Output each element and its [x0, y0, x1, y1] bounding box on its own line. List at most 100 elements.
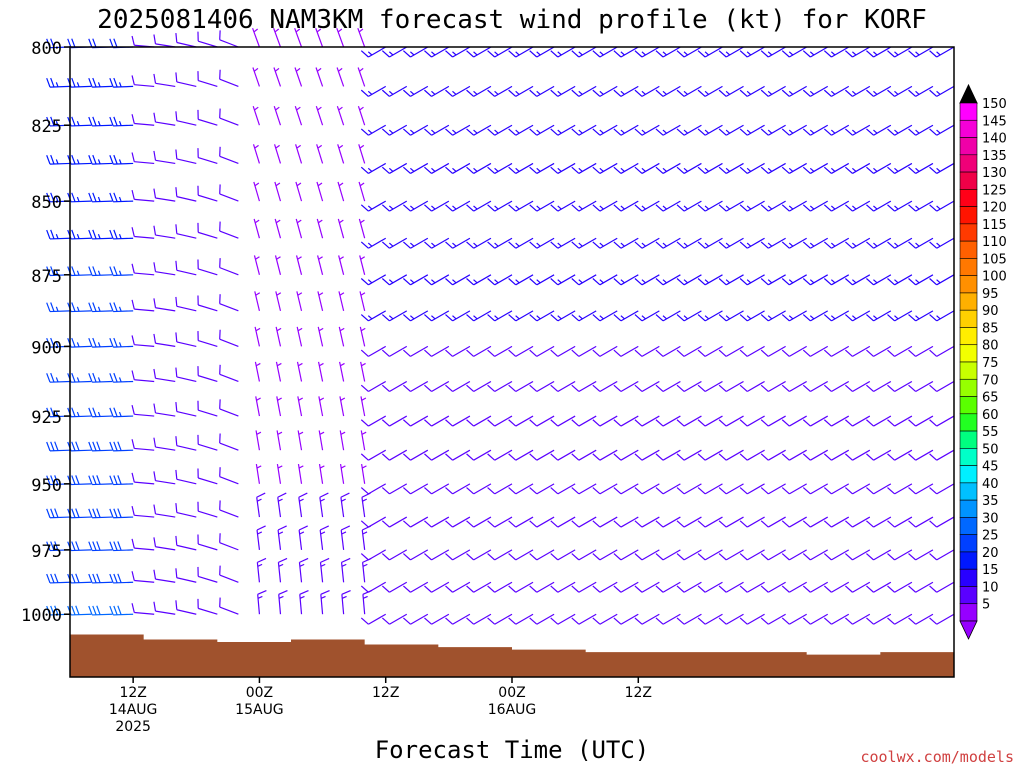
- barb-feather: [781, 617, 790, 625]
- barb-feather: [131, 404, 135, 415]
- barb-half-feather: [97, 411, 101, 417]
- wind-barb: [550, 613, 576, 625]
- barb-feather: [487, 204, 496, 212]
- wind-barb: [739, 124, 765, 136]
- barb-shaft: [92, 85, 113, 88]
- barb-shaft: [273, 106, 282, 126]
- wind-barb: [197, 295, 218, 312]
- wind-barb: [887, 483, 913, 495]
- barb-half-feather: [297, 256, 302, 260]
- barb-half-feather: [515, 315, 520, 320]
- barb-half-feather: [410, 205, 415, 210]
- wind-barb: [278, 589, 288, 615]
- barb-feather: [781, 128, 790, 136]
- barb-half-feather: [254, 106, 259, 111]
- wind-barb: [381, 345, 408, 357]
- barb-shaft: [620, 549, 639, 561]
- barb-shaft: [368, 162, 387, 174]
- barb-feather: [445, 585, 453, 593]
- barb-feather: [88, 38, 93, 48]
- barb-feather: [613, 487, 622, 495]
- barb-shaft: [852, 415, 871, 427]
- barb-shaft: [113, 162, 134, 165]
- barb-feather: [381, 128, 390, 136]
- barb-feather: [718, 278, 727, 286]
- wind-barb: [424, 162, 450, 174]
- barb-shaft: [620, 449, 639, 461]
- barb-feather: [550, 419, 559, 427]
- barb-half-feather: [788, 279, 794, 284]
- barb-shaft: [789, 516, 807, 528]
- wind-barb: [109, 605, 134, 616]
- wind-barb: [571, 613, 597, 625]
- barb-feather: [887, 314, 895, 322]
- barb-half-feather: [809, 315, 815, 320]
- barb-feather: [402, 520, 411, 528]
- wind-barb: [929, 85, 955, 97]
- barb-shaft: [536, 380, 555, 392]
- barb-half-feather: [298, 362, 303, 367]
- colorbar-swatch: [959, 378, 978, 397]
- wind-barb: [445, 483, 471, 495]
- barb-feather: [718, 204, 727, 212]
- barb-shaft: [873, 345, 892, 357]
- wind-barb: [381, 549, 408, 561]
- barb-feather: [113, 192, 118, 202]
- barb-shaft: [662, 345, 681, 357]
- barb-shaft: [725, 46, 744, 58]
- colorbar-label: 105: [982, 252, 1007, 267]
- wind-barb: [613, 483, 639, 495]
- barb-feather: [908, 585, 917, 593]
- barb-half-feather: [473, 90, 478, 95]
- wind-barb: [887, 237, 913, 249]
- barb-shaft: [92, 613, 113, 616]
- barb-feather: [50, 229, 55, 239]
- barb-shaft: [536, 581, 555, 593]
- barb-feather: [113, 38, 118, 48]
- barb-feather: [781, 585, 790, 593]
- barb-shaft: [683, 415, 702, 427]
- wind-barb: [908, 581, 934, 593]
- wind-barb: [320, 589, 330, 615]
- barb-feather: [360, 166, 369, 174]
- wind-barb: [655, 46, 681, 58]
- barb-feather: [92, 266, 97, 276]
- barb-feather: [634, 585, 643, 593]
- barb-feather: [634, 204, 643, 212]
- barb-shaft: [599, 200, 618, 212]
- barb-feather: [113, 475, 118, 485]
- wind-barb: [508, 200, 534, 212]
- barb-shaft: [452, 274, 471, 286]
- barb-shaft: [198, 304, 218, 312]
- barb-feather: [131, 35, 135, 46]
- barb-shaft: [134, 308, 155, 312]
- wind-barb: [424, 380, 450, 392]
- barb-shaft: [431, 581, 450, 593]
- barb-feather: [908, 520, 917, 528]
- barb-half-feather: [578, 167, 583, 172]
- barb-feather: [508, 278, 517, 286]
- barb-shaft: [431, 310, 450, 322]
- barb-shaft: [176, 269, 197, 276]
- barb-shaft: [915, 124, 934, 136]
- barb-shaft: [134, 579, 155, 583]
- wind-barb: [844, 237, 871, 249]
- wind-barb: [336, 106, 345, 126]
- barb-shaft: [683, 613, 702, 625]
- barb-feather: [823, 384, 832, 392]
- barb-feather: [718, 617, 727, 625]
- barb-shaft: [295, 144, 303, 164]
- wind-barb: [929, 345, 955, 357]
- wind-barb: [697, 237, 723, 249]
- wind-barb: [153, 188, 176, 202]
- barb-shaft: [831, 162, 850, 174]
- wind-barb: [317, 255, 324, 275]
- wind-barb: [592, 483, 618, 495]
- barb-feather: [529, 419, 538, 427]
- barb-feather: [697, 204, 706, 212]
- wind-barb: [739, 85, 765, 97]
- wind-barb: [718, 310, 744, 322]
- barb-half-feather: [915, 315, 920, 320]
- barb-feather: [46, 38, 51, 48]
- barb-shaft: [452, 85, 471, 97]
